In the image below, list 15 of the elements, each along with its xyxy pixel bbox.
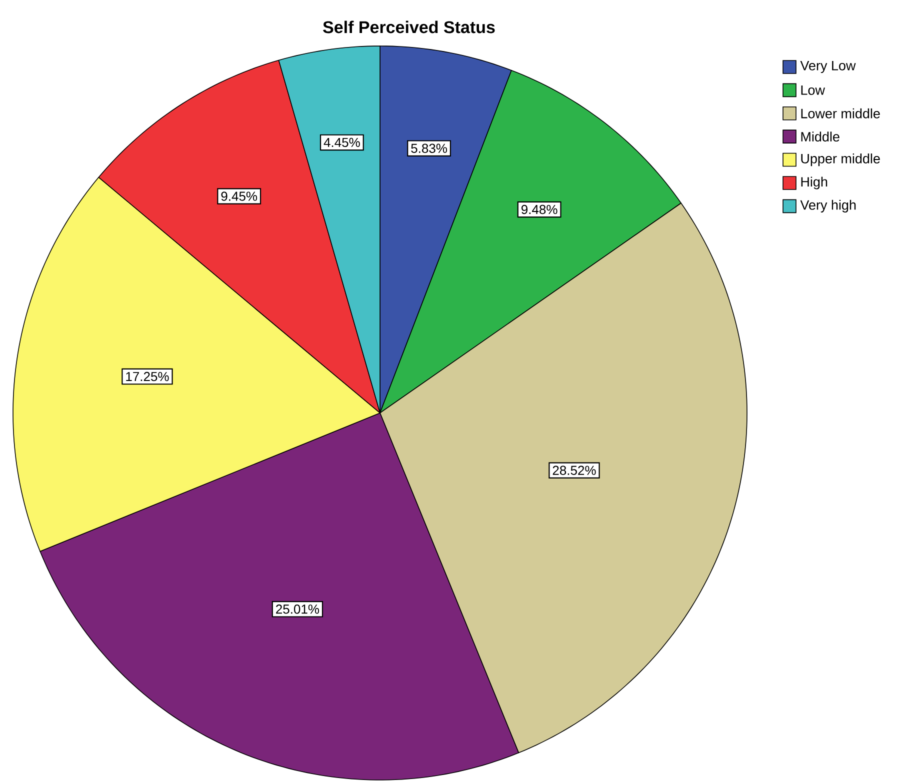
legend-label: Very Low: [800, 60, 856, 74]
legend-label: Very high: [800, 200, 856, 212]
data-label: 4.45%: [324, 138, 360, 148]
data-label: 28.52%: [552, 466, 596, 475]
data-label: 9.45%: [221, 192, 258, 201]
data-label: 25.01%: [276, 604, 320, 614]
legend-label: Low: [801, 85, 826, 95]
data-label: 17.25%: [126, 372, 169, 382]
data-label: 9.48%: [521, 204, 558, 214]
chart-title: Self Perceived Status: [323, 20, 495, 34]
legend-label: High: [801, 176, 828, 190]
legend-label: Lower middle: [801, 108, 880, 118]
data-label: 5.83%: [411, 144, 448, 153]
legend-label: Middle: [801, 132, 840, 142]
legend-label: Upper middle: [801, 153, 880, 166]
